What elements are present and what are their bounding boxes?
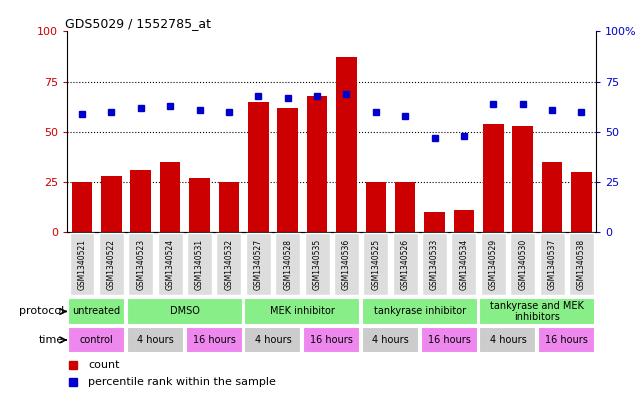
- FancyBboxPatch shape: [187, 233, 212, 296]
- Bar: [483, 124, 504, 232]
- FancyBboxPatch shape: [186, 327, 243, 353]
- Text: 16 hours: 16 hours: [193, 335, 236, 345]
- Bar: [336, 57, 356, 232]
- Text: GSM1340530: GSM1340530: [518, 239, 527, 290]
- Bar: [454, 210, 474, 232]
- Text: untreated: untreated: [72, 307, 121, 316]
- FancyBboxPatch shape: [244, 327, 301, 353]
- FancyBboxPatch shape: [244, 298, 360, 325]
- FancyBboxPatch shape: [68, 327, 125, 353]
- Text: tankyrase and MEK
inhibitors: tankyrase and MEK inhibitors: [490, 301, 585, 322]
- Text: GSM1340535: GSM1340535: [313, 239, 322, 290]
- FancyBboxPatch shape: [569, 233, 594, 296]
- Text: DMSO: DMSO: [170, 307, 200, 316]
- Bar: [278, 108, 298, 232]
- Text: 4 hours: 4 hours: [254, 335, 291, 345]
- Text: 4 hours: 4 hours: [137, 335, 174, 345]
- Text: GSM1340538: GSM1340538: [577, 239, 586, 290]
- FancyBboxPatch shape: [451, 233, 476, 296]
- FancyBboxPatch shape: [538, 327, 595, 353]
- Text: count: count: [88, 360, 120, 370]
- Text: 4 hours: 4 hours: [490, 335, 526, 345]
- Bar: [219, 182, 239, 232]
- Text: protocol: protocol: [19, 307, 64, 316]
- FancyBboxPatch shape: [246, 233, 271, 296]
- FancyBboxPatch shape: [420, 327, 478, 353]
- FancyBboxPatch shape: [127, 327, 184, 353]
- Text: GSM1340531: GSM1340531: [195, 239, 204, 290]
- Text: GSM1340527: GSM1340527: [254, 239, 263, 290]
- Text: GSM1340537: GSM1340537: [547, 239, 556, 290]
- Text: GSM1340525: GSM1340525: [371, 239, 380, 290]
- Text: GSM1340532: GSM1340532: [224, 239, 233, 290]
- Text: MEK inhibitor: MEK inhibitor: [270, 307, 335, 316]
- Text: 4 hours: 4 hours: [372, 335, 409, 345]
- Bar: [365, 182, 386, 232]
- FancyBboxPatch shape: [99, 233, 124, 296]
- FancyBboxPatch shape: [481, 233, 506, 296]
- FancyBboxPatch shape: [510, 233, 535, 296]
- Bar: [512, 126, 533, 232]
- FancyBboxPatch shape: [128, 233, 153, 296]
- Text: 16 hours: 16 hours: [545, 335, 588, 345]
- Text: percentile rank within the sample: percentile rank within the sample: [88, 377, 276, 387]
- FancyBboxPatch shape: [540, 233, 565, 296]
- FancyBboxPatch shape: [304, 233, 329, 296]
- Text: GSM1340536: GSM1340536: [342, 239, 351, 290]
- Bar: [189, 178, 210, 232]
- FancyBboxPatch shape: [217, 233, 242, 296]
- Text: GDS5029 / 1552785_at: GDS5029 / 1552785_at: [65, 17, 211, 30]
- Text: control: control: [80, 335, 113, 345]
- Text: GSM1340529: GSM1340529: [489, 239, 498, 290]
- Bar: [101, 176, 122, 232]
- Text: time: time: [39, 335, 64, 345]
- FancyBboxPatch shape: [479, 298, 595, 325]
- Text: GSM1340528: GSM1340528: [283, 239, 292, 290]
- Bar: [72, 182, 92, 232]
- Bar: [248, 101, 269, 232]
- Text: GSM1340521: GSM1340521: [78, 239, 87, 290]
- Text: GSM1340533: GSM1340533: [430, 239, 439, 290]
- Bar: [131, 170, 151, 232]
- FancyBboxPatch shape: [334, 233, 359, 296]
- Bar: [160, 162, 180, 232]
- Text: GSM1340522: GSM1340522: [107, 239, 116, 290]
- FancyBboxPatch shape: [303, 327, 360, 353]
- Bar: [424, 212, 445, 232]
- FancyBboxPatch shape: [393, 233, 418, 296]
- Text: GSM1340524: GSM1340524: [165, 239, 174, 290]
- Text: tankyrase inhibitor: tankyrase inhibitor: [374, 307, 466, 316]
- FancyBboxPatch shape: [69, 233, 94, 296]
- Bar: [395, 182, 415, 232]
- FancyBboxPatch shape: [362, 298, 478, 325]
- FancyBboxPatch shape: [363, 233, 388, 296]
- Bar: [571, 172, 592, 232]
- Text: GSM1340526: GSM1340526: [401, 239, 410, 290]
- Text: 16 hours: 16 hours: [310, 335, 353, 345]
- Bar: [542, 162, 562, 232]
- Text: GSM1340534: GSM1340534: [460, 239, 469, 290]
- FancyBboxPatch shape: [275, 233, 300, 296]
- FancyBboxPatch shape: [158, 233, 183, 296]
- FancyBboxPatch shape: [68, 298, 125, 325]
- FancyBboxPatch shape: [479, 327, 537, 353]
- FancyBboxPatch shape: [127, 298, 243, 325]
- Text: GSM1340523: GSM1340523: [137, 239, 146, 290]
- Text: 16 hours: 16 hours: [428, 335, 470, 345]
- FancyBboxPatch shape: [362, 327, 419, 353]
- FancyBboxPatch shape: [422, 233, 447, 296]
- Bar: [307, 95, 328, 232]
